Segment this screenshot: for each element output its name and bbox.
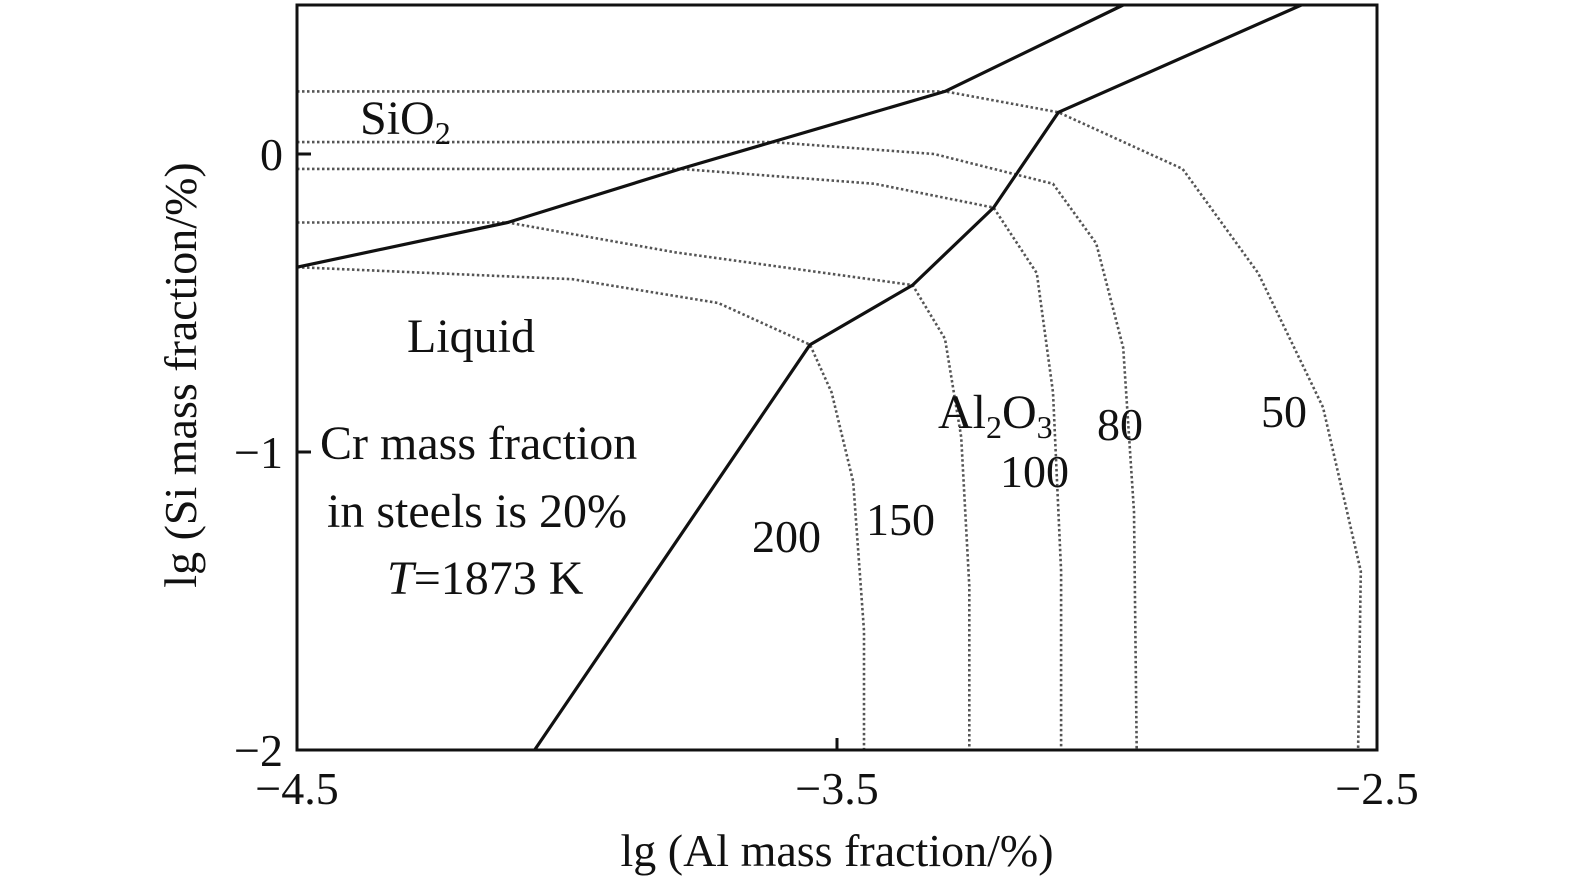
isoline-label-150: 150 (866, 494, 935, 545)
isoline-label-100: 100 (1000, 446, 1069, 497)
isoline-200 (296, 265, 866, 750)
annotation-line-2: in steels is 20% (327, 485, 627, 538)
tick-layer: −4.5 −3.5 −2.5 −2 −1 0 (234, 129, 1419, 814)
y-tick-label: −1 (234, 427, 283, 478)
y-tick-label: 0 (260, 129, 283, 180)
isoline-50 (297, 90, 1363, 751)
annotation-line-1: Cr mass fraction (320, 417, 637, 470)
x-tick-label: −3.5 (795, 763, 878, 814)
x-tick-label: −2.5 (1335, 763, 1418, 814)
y-tick-label: −2 (234, 725, 283, 776)
al2o3-region-label: Al2O3 (938, 386, 1053, 445)
y-axis-label: lg (Si mass fraction/%) (155, 162, 206, 587)
curve-layer (296, 3, 1363, 751)
isoline-label-80: 80 (1097, 399, 1143, 450)
annotation-line-3: T=1873 K (387, 552, 584, 605)
x-tick-label: −4.5 (255, 763, 338, 814)
sio2-region-label: SiO2 (360, 92, 451, 151)
isoline-100 (297, 167, 1063, 750)
phase-boundary-2 (533, 3, 1303, 751)
isoline-label-200: 200 (752, 511, 821, 562)
isoline-150 (297, 221, 971, 750)
liquid-region-label: Liquid (407, 310, 535, 363)
phase-boundary-1 (296, 3, 1124, 269)
plot-frame (295, 3, 1379, 752)
isoline-label-50: 50 (1261, 386, 1307, 437)
isoline-80 (297, 140, 1138, 751)
x-axis-label: lg (Al mass fraction/%) (620, 825, 1053, 876)
